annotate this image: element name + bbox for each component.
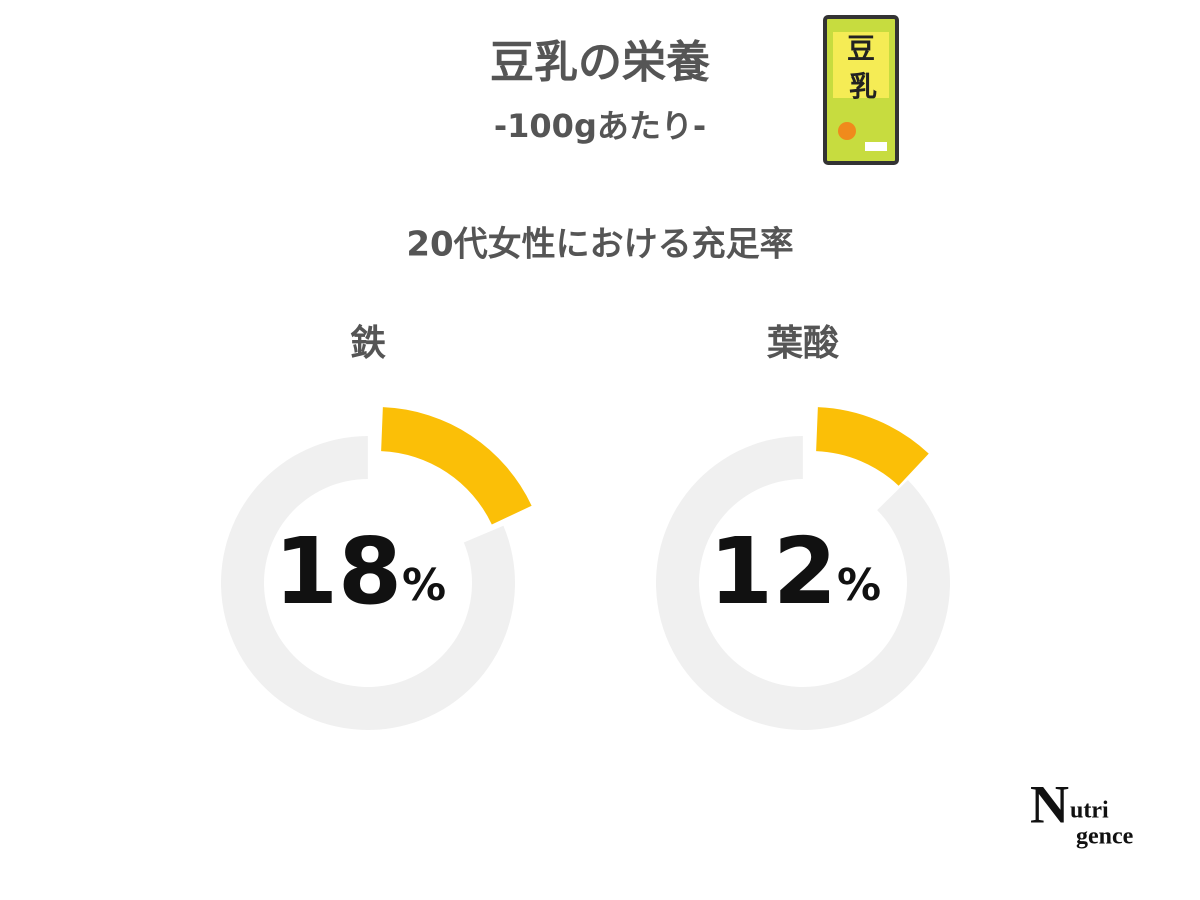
logo-text: gence [1076, 824, 1134, 850]
package-label [865, 142, 887, 151]
package-band [833, 32, 889, 98]
value-unit: % [402, 560, 446, 611]
value-number: 18 [274, 518, 402, 625]
package-char: 乳 [849, 70, 877, 103]
caption: 20代女性における充足率 [406, 225, 793, 265]
chart-title: 葉酸 [766, 323, 839, 364]
logo-initial: N [1030, 774, 1069, 834]
segment [381, 407, 532, 525]
chart-title: 鉄 [350, 323, 386, 364]
package-dot [838, 122, 856, 140]
package-char: 豆 [847, 32, 875, 65]
logo-text: utri [1070, 798, 1109, 824]
value-unit: % [837, 560, 881, 611]
value-label: 12% [709, 518, 881, 625]
logo: N utri gence [1030, 774, 1134, 849]
package-icon: 豆 乳 [823, 15, 899, 165]
value-number: 12 [709, 518, 837, 625]
subtitle: -100gあたり- [494, 107, 706, 145]
segment [816, 407, 929, 486]
title: 豆乳の栄養 [490, 37, 711, 88]
value-label: 18% [274, 518, 446, 625]
